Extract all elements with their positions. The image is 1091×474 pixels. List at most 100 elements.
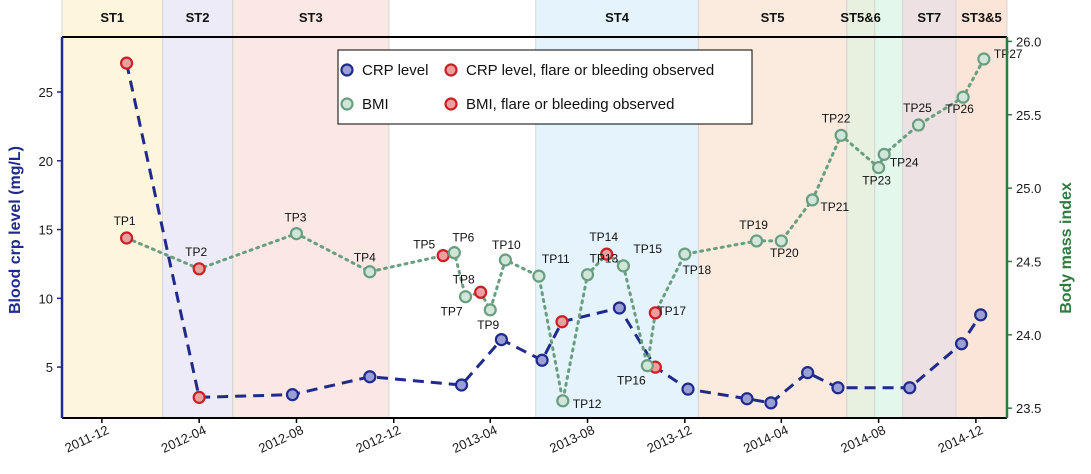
crp-point (764, 396, 778, 410)
crp-point (954, 337, 969, 351)
crp-point (454, 378, 469, 392)
stage-band-5 (846, 0, 875, 418)
crp-point (903, 381, 917, 395)
x-tick-label: 2014-04 (741, 422, 791, 456)
y-tick-label: 15 (39, 223, 53, 238)
stage-label: ST3&5 (961, 10, 1001, 25)
x-tick-label: 2012-08 (256, 422, 306, 456)
y2-tick-label: 25.5 (1016, 108, 1041, 123)
y2-tick-label: 26.0 (1016, 34, 1041, 49)
legend-markers (340, 63, 458, 111)
tp-label-tp24: TP24 (890, 155, 919, 169)
crp-point (119, 56, 134, 70)
stage-label: ST5&6 (840, 10, 880, 25)
tp-label-tp8: TP8 (453, 272, 475, 286)
tp-label-tp4: TP4 (354, 251, 376, 265)
tp-label-tp27: TP27 (994, 47, 1023, 61)
bmi-point (289, 226, 304, 241)
bmi-point (911, 118, 926, 132)
stage-label: ST7 (917, 10, 941, 25)
y2-tick-label: 25.0 (1016, 181, 1041, 196)
tp-label-tp17: TP17 (657, 304, 686, 318)
bmi-point (483, 303, 497, 317)
y-tick-label: 20 (39, 154, 53, 169)
bmi-point (447, 246, 461, 260)
crp-line (125, 62, 982, 405)
crp-point (740, 392, 754, 406)
legend-label-crp-flare: CRP level, flare or bleeding observed (466, 62, 714, 79)
y-tick-label: 25 (39, 85, 53, 100)
tp-label-tp10: TP10 (492, 238, 521, 252)
legend-marker-crp (340, 63, 354, 77)
y-tick-label: 10 (39, 291, 53, 306)
bmi-point (805, 193, 820, 207)
stage-label: ST5 (761, 10, 785, 25)
stage-band-7 (902, 0, 956, 418)
legend-box (337, 49, 753, 125)
legend-marker-crp-flare (444, 63, 458, 77)
tp-label-tp20: TP20 (770, 246, 799, 260)
data-markers (119, 52, 991, 410)
legend: CRP level CRP level, flare or bleeding o… (337, 49, 753, 125)
stage-label: ST4 (605, 10, 630, 25)
legend-marker-bmi (340, 97, 354, 111)
tp-label-tp12: TP12 (573, 397, 602, 411)
x-tick-label: 2014-12 (936, 422, 986, 456)
bmi-point (498, 253, 512, 267)
crp-point (555, 315, 569, 329)
bmi-point (648, 306, 662, 320)
crp-point (681, 382, 695, 396)
y2-tick-label: 23.5 (1016, 401, 1041, 416)
crp-point (192, 390, 206, 404)
crp-point (612, 301, 627, 315)
stage-band-1 (162, 0, 233, 418)
crp-point (831, 381, 845, 395)
legend-label-crp: CRP level (362, 62, 428, 79)
tp-label-tp3: TP3 (284, 211, 306, 225)
tp-label-tp2: TP2 (185, 245, 207, 259)
tp-label-tp9: TP9 (477, 318, 499, 332)
tp-label-tp23: TP23 (862, 174, 891, 188)
bmi-point (119, 231, 134, 245)
bmi-point (556, 394, 570, 408)
tp-label-tp19: TP19 (739, 218, 768, 232)
crp-point (974, 308, 988, 322)
tp-label-tp13: TP13 (590, 252, 619, 266)
bmi-point (774, 234, 788, 248)
x-tick-label: 2012-04 (159, 422, 209, 456)
crp-point (285, 388, 300, 402)
tp-label-tp7: TP7 (441, 305, 463, 319)
tp-label-tp5: TP5 (413, 238, 435, 252)
legend-label-bmi: BMI (362, 96, 389, 113)
tp-label-tp16: TP16 (617, 374, 646, 388)
bmi-point (834, 128, 848, 142)
stage-label: ST1 (100, 10, 124, 25)
y-tick-label: 5 (46, 360, 53, 375)
bmi-point (749, 234, 764, 248)
bmi-point (600, 247, 614, 261)
stage-band-0 (62, 0, 163, 418)
x-tick-label: 2013-08 (547, 422, 597, 456)
bmi-point (436, 248, 450, 263)
bmi-point (192, 262, 206, 276)
bmi-point (678, 247, 692, 261)
legend-marker-bmi-flare (444, 97, 458, 111)
x-tick-label: 2011-12 (62, 422, 111, 455)
crp-point (535, 353, 549, 367)
tp-label-tp22: TP22 (822, 111, 851, 125)
tp-label-tp21: TP21 (820, 200, 849, 214)
crp-point (363, 370, 377, 384)
x-tick-label: 2013-04 (450, 422, 500, 456)
bmi-point (616, 259, 631, 273)
bmi-point (877, 147, 891, 161)
tp-label-tp14: TP14 (589, 230, 618, 244)
crp-point (494, 332, 509, 347)
tp-label-tp15: TP15 (633, 242, 662, 256)
bmi-point (458, 290, 473, 304)
x-tick-label: 2012-12 (353, 422, 403, 456)
tp-label-tp6: TP6 (452, 231, 474, 245)
bmi-point (640, 359, 654, 373)
y-axis-title: Blood crp level (mg/L) (7, 146, 24, 314)
legend-label-bmi-flare: BMI, flare or bleeding observed (466, 96, 674, 113)
